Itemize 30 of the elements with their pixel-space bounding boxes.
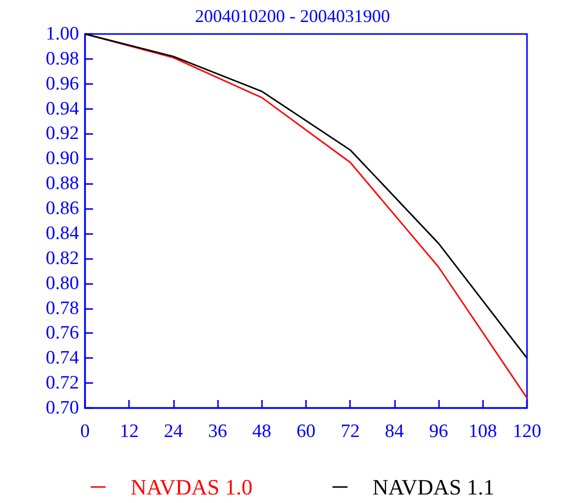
- y-tick-label: 0.74: [46, 348, 80, 369]
- x-tick-label: 0: [80, 421, 90, 442]
- x-tick-label: 72: [340, 421, 360, 442]
- y-tick-label: 0.90: [46, 148, 79, 170]
- y-tick-label: 0.86: [46, 198, 79, 220]
- x-tick-label: 12: [120, 421, 139, 442]
- y-tick-label: 0.96: [46, 73, 79, 94]
- y-tick-label: 0.70: [46, 398, 79, 418]
- x-tick-label: 48: [252, 421, 272, 442]
- legend-label: NAVDAS 1.1: [372, 474, 494, 500]
- y-tick-label: 0.76: [46, 322, 79, 344]
- x-tick-label: 84: [384, 421, 404, 442]
- y-tick-label: 1.00: [46, 24, 79, 44]
- x-tick-label: 120: [512, 421, 542, 442]
- y-tick-label: 0.92: [46, 123, 79, 144]
- x-tick-label: 24: [164, 421, 184, 442]
- x-tick-label: 36: [208, 421, 228, 442]
- x-tick-label: 108: [468, 421, 498, 442]
- x-tick-label: 96: [429, 421, 448, 442]
- y-tick-label: 0.98: [46, 48, 79, 70]
- y-tick-label: 0.72: [46, 372, 79, 394]
- y-tick-label: 0.88: [46, 173, 79, 194]
- chart-title: 2004010200 - 2004031900: [195, 6, 390, 26]
- y-tick-label: 0.94: [46, 98, 80, 120]
- y-tick-label: 0.78: [46, 298, 79, 319]
- y-tick-label: 0.84: [46, 222, 80, 244]
- y-tick-label: 0.80: [46, 272, 79, 294]
- legend-label: NAVDAS 1.0: [130, 474, 253, 500]
- x-tick-label: 60: [296, 421, 316, 442]
- y-tick-label: 0.82: [46, 248, 79, 269]
